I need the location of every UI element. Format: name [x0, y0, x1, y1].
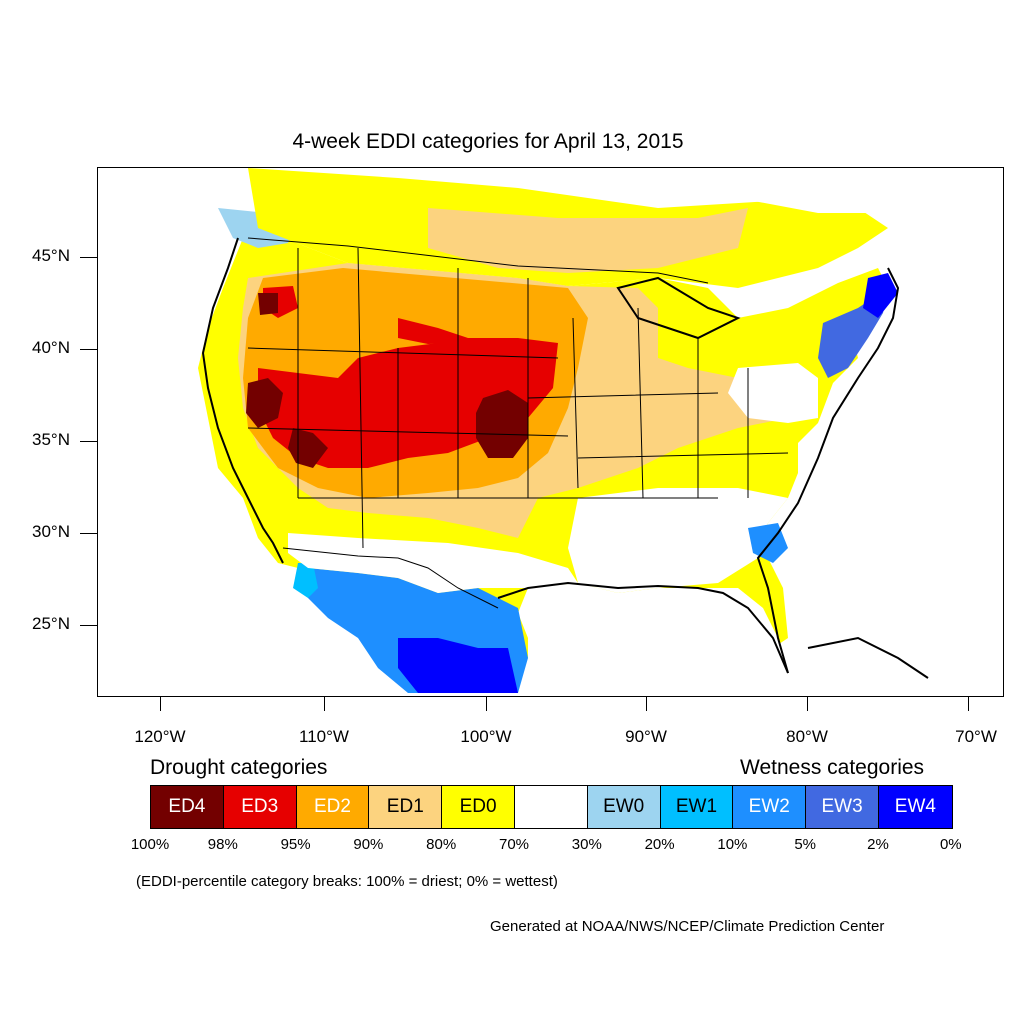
us-mexico-border [282, 547, 499, 609]
state-lines-1 [297, 247, 749, 549]
lat-tick [80, 441, 97, 442]
ed3-north [398, 318, 468, 344]
lat-tick [80, 257, 97, 258]
lat-label-40: 40°N [32, 338, 70, 357]
legend-cell-ew3: EW3 [806, 786, 879, 828]
ed4-great-basin [246, 378, 283, 428]
lon-tick [160, 697, 161, 711]
percentile-label: 80% [426, 836, 457, 853]
west-coastline [201, 237, 284, 564]
lat-label-35: 35°N [32, 430, 70, 449]
map-title: 4-week EDDI categories for April 13, 201… [292, 130, 684, 153]
us-canada-border [247, 237, 709, 284]
lon-label-70: 70°W [955, 727, 997, 746]
lat-label-30: 30°N [32, 522, 70, 541]
percentile-label: 95% [280, 836, 311, 853]
lat-tick [80, 533, 97, 534]
lat-tick [80, 349, 97, 350]
percentile-label: 5% [794, 836, 817, 853]
category-colorbar: ED4 ED3 ED2 ED1 ED0 EW0 EW1 EW2 EW3 EW4 [150, 785, 953, 829]
legend-cell-ed3: ED3 [223, 786, 297, 828]
lon-label-80: 80°W [786, 727, 828, 746]
lon-tick [486, 697, 487, 711]
percentile-label: 70% [498, 836, 530, 853]
legend-cell-ew4: EW4 [878, 786, 952, 828]
eddi-map [98, 168, 1003, 696]
northeast-very-wet [863, 273, 898, 318]
mexico-very-wet-region [398, 638, 518, 693]
southeast-normal [568, 488, 788, 593]
canada-white [658, 168, 888, 213]
ohio-normal [728, 363, 818, 423]
credit-line: Generated at NOAA/NWS/NCEP/Climate Predi… [490, 918, 885, 935]
lon-label-120: 120°W [134, 727, 186, 746]
percentile-label: 100% [130, 836, 170, 853]
lat-label-45: 45°N [32, 246, 70, 265]
legend-cell-normal [514, 786, 588, 828]
legend-cell-ed4: ED4 [151, 786, 224, 828]
ed4-nw [258, 293, 278, 315]
lon-label-100: 100°W [460, 727, 512, 746]
legend-cell-ew2: EW2 [733, 786, 807, 828]
lon-label-110: 110°W [299, 727, 349, 746]
caribbean-islands [807, 636, 929, 679]
legend-cell-ed1: ED1 [369, 786, 443, 828]
percentile-label: 10% [717, 836, 748, 853]
state-lines-2 [247, 347, 789, 499]
lon-tick [968, 697, 969, 711]
legend-cell-ew0: EW0 [587, 786, 661, 828]
mexico-ew1-fringe [293, 563, 318, 598]
lat-tick [80, 625, 97, 626]
percentile-label: 98% [207, 836, 238, 853]
lon-tick [324, 697, 325, 711]
percentile-label: 30% [571, 836, 602, 853]
percentile-label: 90% [353, 836, 384, 853]
great-lakes [616, 276, 741, 340]
legend-cell-ed0: ED0 [442, 786, 515, 828]
east-coastline [756, 267, 900, 674]
drought-legend-title: Drought categories [150, 756, 328, 779]
canada-ed1 [428, 208, 748, 273]
lon-tick [807, 697, 808, 711]
ed4-plains [476, 390, 528, 458]
percentile-label: 2% [867, 836, 889, 853]
lat-label-25: 25°N [32, 614, 70, 633]
florida [698, 588, 788, 678]
map-panel [97, 167, 1004, 697]
southcentral-normal [288, 533, 578, 593]
legend-cell-ew1: EW1 [660, 786, 734, 828]
percentile-label: 20% [644, 836, 675, 853]
legend-cell-ed2: ED2 [296, 786, 370, 828]
lon-tick [646, 697, 647, 711]
lon-label-90: 90°W [625, 727, 667, 746]
legend-note: (EDDI-percentile category breaks: 100% =… [136, 873, 558, 890]
percentile-label: 0% [939, 836, 962, 853]
gulf-coastline [497, 581, 789, 674]
wetness-legend-title: Wetness categories [740, 756, 925, 779]
